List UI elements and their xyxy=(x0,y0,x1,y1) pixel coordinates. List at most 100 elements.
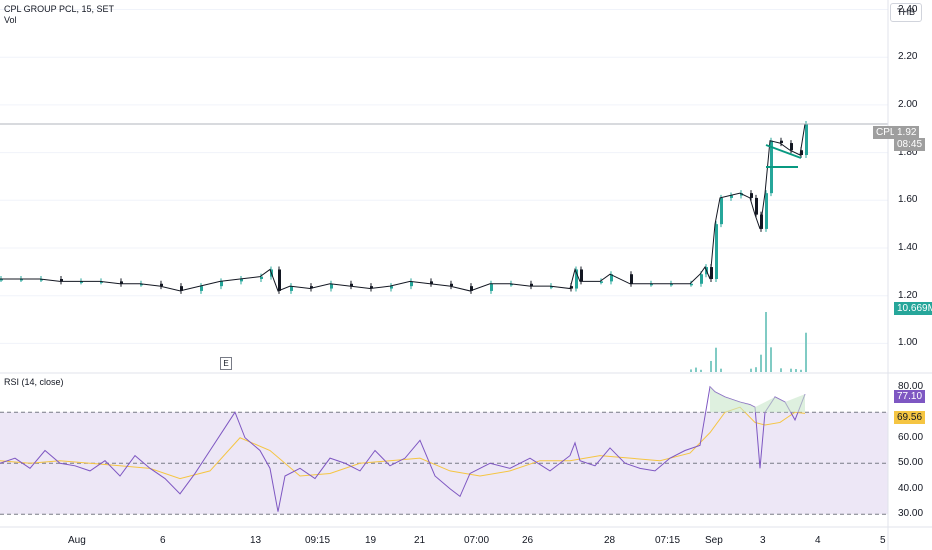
candle-body xyxy=(100,281,103,283)
earnings-marker[interactable]: E xyxy=(220,357,232,370)
symbol-tag: CPL xyxy=(873,126,899,139)
candle-body xyxy=(350,283,353,287)
symbol-title: CPL GROUP PCL, 15, SET xyxy=(4,4,115,14)
time-tick-label: 3 xyxy=(760,535,766,546)
candle-body xyxy=(490,283,493,291)
price-tick-label: 2.20 xyxy=(898,51,918,63)
candle-body xyxy=(755,197,758,215)
rsi-tick-label: 80.00 xyxy=(898,380,924,392)
price-tick-label: 1.20 xyxy=(898,289,918,301)
candle-body xyxy=(120,281,123,284)
candle-body xyxy=(805,124,808,155)
candle-body xyxy=(690,283,693,286)
candle-body xyxy=(260,276,263,279)
volume-bar xyxy=(700,369,702,372)
candle-body xyxy=(630,274,633,284)
candle-body xyxy=(670,283,673,286)
currency-button[interactable]: THB xyxy=(890,3,922,22)
time-tick-label: 07:00 xyxy=(464,535,490,546)
price-tick-label: 1.80 xyxy=(898,146,918,158)
rsi-tick-label: 40.00 xyxy=(898,482,924,494)
rsi-tick-label: 30.00 xyxy=(898,508,924,520)
price-tick-label: 1.40 xyxy=(898,242,918,253)
rsi-tick-label: 50.00 xyxy=(898,457,924,469)
time-tick-label: 28 xyxy=(604,535,616,546)
time-tick-label: 19 xyxy=(365,535,377,546)
price-tick-label: 1.00 xyxy=(898,337,918,349)
pattern-upper-line xyxy=(765,144,802,159)
price-tick-label: 2.40 xyxy=(898,3,918,15)
volume-bar xyxy=(720,368,722,372)
price-series-line xyxy=(0,123,806,292)
candle-body xyxy=(80,281,83,283)
rsi-tick-label: 60.00 xyxy=(898,431,924,443)
candle-body xyxy=(730,195,733,198)
volume-bar xyxy=(760,354,762,372)
time-tick-label: 26 xyxy=(522,535,534,546)
candle-body xyxy=(0,279,3,281)
candle-body xyxy=(800,150,803,155)
rsi-value-tag: 77.10 xyxy=(894,390,926,403)
volume-bar xyxy=(790,368,792,372)
price-tick-label: 1.60 xyxy=(898,194,918,206)
candle-body xyxy=(180,286,183,291)
candle-body xyxy=(430,281,433,284)
candle-body xyxy=(60,279,63,282)
time-tick-label: 07:15 xyxy=(655,535,681,546)
volume-bar xyxy=(795,369,797,372)
volume-legend: Vol xyxy=(4,15,17,25)
rsi-title: RSI (14, close) xyxy=(4,377,64,387)
volume-bar xyxy=(770,347,772,372)
candle-body xyxy=(220,281,223,287)
candle-body xyxy=(580,269,583,282)
time-tick-label: 21 xyxy=(414,535,426,546)
candle-body xyxy=(330,283,333,289)
rsi-overbought-fill xyxy=(710,386,805,413)
last-price-tag: 1.92 xyxy=(894,126,920,139)
volume-bars xyxy=(690,312,807,372)
candle-body xyxy=(20,279,23,281)
candle-body xyxy=(200,286,203,291)
candle-body xyxy=(575,269,578,289)
candle-body xyxy=(310,286,313,289)
volume-bar xyxy=(695,367,697,372)
candle-body xyxy=(410,281,413,287)
volume-bar xyxy=(690,369,692,372)
candle-body xyxy=(390,286,393,289)
candle-body xyxy=(790,143,793,151)
candle-body xyxy=(610,274,613,282)
candle-body xyxy=(710,267,713,279)
candle-body xyxy=(510,283,513,286)
volume-bar xyxy=(805,332,807,372)
candle-body xyxy=(240,279,243,282)
time-tick-label: 6 xyxy=(160,535,166,546)
time-tick-label: 09:15 xyxy=(305,535,331,546)
candle-body xyxy=(765,193,768,229)
candle-body xyxy=(715,224,718,279)
time-tick-label: Aug xyxy=(68,535,86,546)
volume-tag: 10.669M xyxy=(894,302,932,315)
candle-body xyxy=(160,283,163,287)
candle-body xyxy=(530,283,533,287)
rsi-line xyxy=(0,385,806,512)
price-tick-label: 2.00 xyxy=(898,98,918,110)
rsi-overbought-area xyxy=(710,386,805,413)
countdown-tag: 08:45 xyxy=(894,138,926,151)
volume-bar xyxy=(710,360,712,372)
volume-bar xyxy=(755,367,757,372)
candle-body xyxy=(450,283,453,287)
candle-body xyxy=(40,279,43,281)
volume-bar xyxy=(750,368,752,372)
rsi-guides xyxy=(0,411,888,515)
volume-bar xyxy=(765,312,767,372)
price-pane xyxy=(0,0,888,372)
volume-bar xyxy=(800,369,802,372)
price-grid xyxy=(0,9,888,344)
candle-body xyxy=(650,283,653,286)
triangle-pattern xyxy=(765,144,802,168)
candle-body xyxy=(550,286,553,288)
candle-body xyxy=(570,286,573,289)
time-tick-label: 5 xyxy=(880,535,886,546)
volume-bar xyxy=(715,347,717,372)
